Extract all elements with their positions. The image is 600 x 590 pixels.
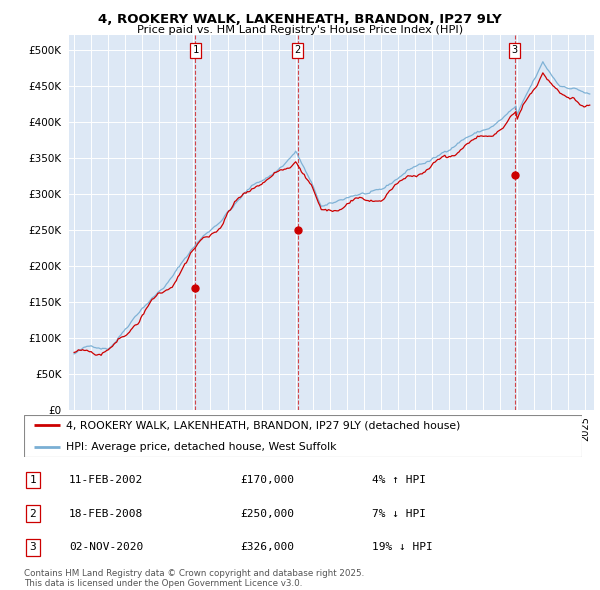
Text: 2: 2	[29, 509, 37, 519]
Text: 18-FEB-2008: 18-FEB-2008	[69, 509, 143, 519]
Text: 3: 3	[511, 45, 518, 55]
Text: 11-FEB-2002: 11-FEB-2002	[69, 475, 143, 485]
Text: HPI: Average price, detached house, West Suffolk: HPI: Average price, detached house, West…	[66, 442, 337, 451]
Text: 4, ROOKERY WALK, LAKENHEATH, BRANDON, IP27 9LY (detached house): 4, ROOKERY WALK, LAKENHEATH, BRANDON, IP…	[66, 421, 460, 430]
Text: 4% ↑ HPI: 4% ↑ HPI	[372, 475, 426, 485]
Text: 7% ↓ HPI: 7% ↓ HPI	[372, 509, 426, 519]
Text: 3: 3	[29, 542, 37, 552]
Text: Contains HM Land Registry data © Crown copyright and database right 2025.
This d: Contains HM Land Registry data © Crown c…	[24, 569, 364, 588]
Text: Price paid vs. HM Land Registry's House Price Index (HPI): Price paid vs. HM Land Registry's House …	[137, 25, 463, 35]
Text: 2: 2	[295, 45, 301, 55]
Text: £326,000: £326,000	[240, 542, 294, 552]
Text: 1: 1	[193, 45, 199, 55]
Text: 4, ROOKERY WALK, LAKENHEATH, BRANDON, IP27 9LY: 4, ROOKERY WALK, LAKENHEATH, BRANDON, IP…	[98, 13, 502, 26]
Text: £170,000: £170,000	[240, 475, 294, 485]
Text: 02-NOV-2020: 02-NOV-2020	[69, 542, 143, 552]
Text: 1: 1	[29, 475, 37, 485]
Text: 19% ↓ HPI: 19% ↓ HPI	[372, 542, 433, 552]
Text: £250,000: £250,000	[240, 509, 294, 519]
